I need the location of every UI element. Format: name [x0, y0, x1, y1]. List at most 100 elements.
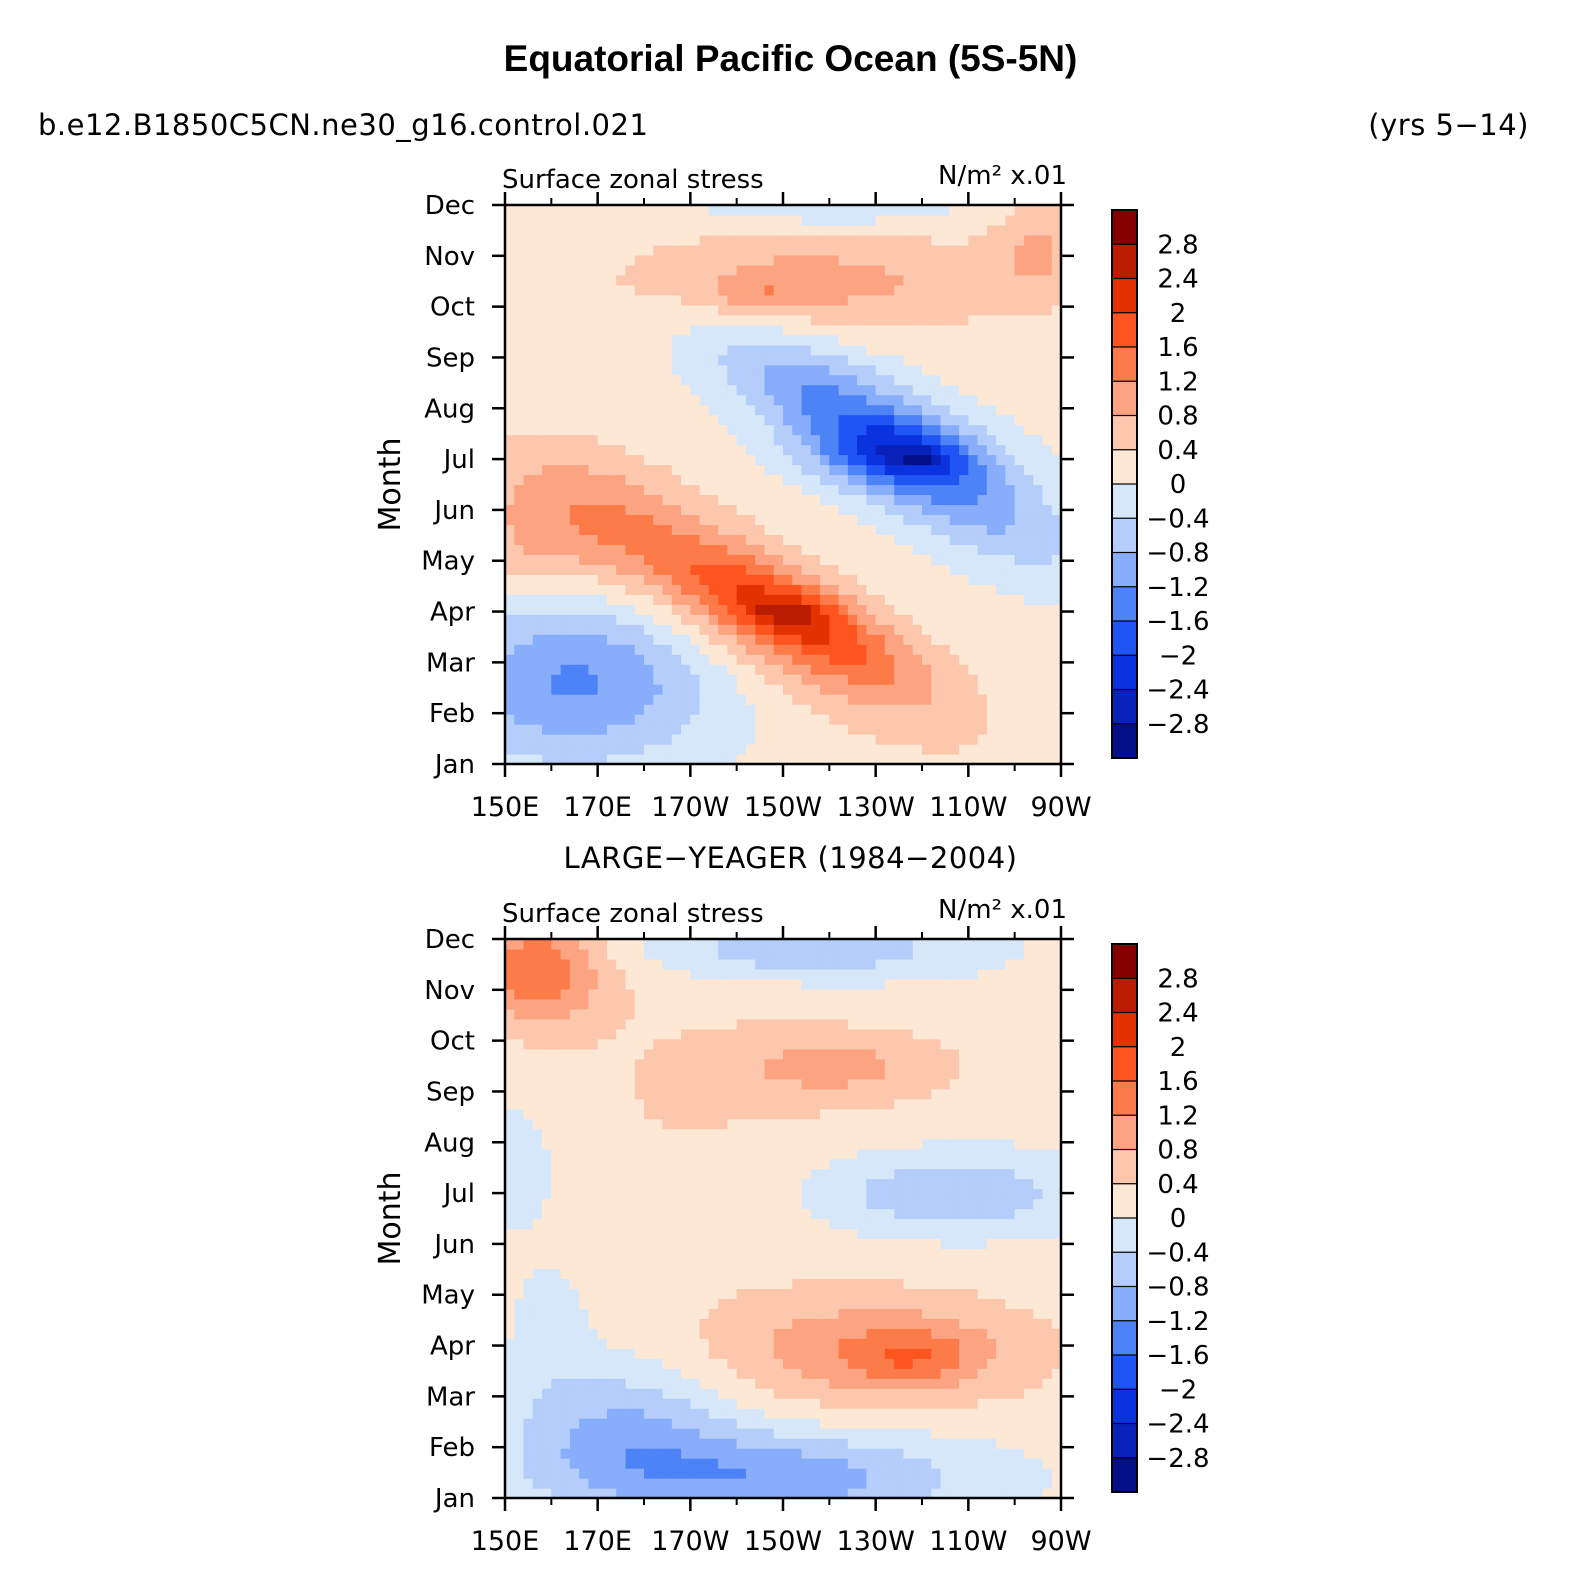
contour-cell [625, 1358, 636, 1369]
contour-cell [616, 324, 627, 336]
contour-cell [847, 594, 858, 605]
contour-cell [745, 434, 756, 446]
contour-cell [857, 734, 867, 745]
contour-cell [616, 205, 627, 216]
contour-cell [745, 1278, 756, 1289]
contour-cell [820, 414, 830, 426]
contour-cell [764, 354, 775, 366]
contour-cell [875, 274, 886, 286]
contour-cell [810, 314, 821, 326]
contour-cell [690, 1328, 701, 1339]
contour-cell [560, 1048, 571, 1060]
contour-cell [532, 214, 543, 226]
contour-cell [801, 354, 812, 366]
contour-cell [708, 454, 719, 466]
contour-cell [903, 294, 914, 306]
contour-cell [820, 364, 830, 376]
contour-cell [644, 1048, 654, 1060]
contour-cell [875, 304, 886, 316]
contour-cell [634, 1368, 645, 1379]
contour-cell [718, 1238, 728, 1250]
contour-cell [829, 554, 840, 565]
contour-cell [894, 474, 905, 486]
contour-cell [820, 624, 830, 635]
contour-cell [736, 1408, 747, 1419]
contour-cell [847, 634, 858, 645]
contour-cell [718, 1218, 728, 1230]
contour-cell [745, 1388, 756, 1399]
contour-cell [820, 434, 830, 446]
contour-cell [625, 1018, 636, 1030]
contour-cell [718, 1248, 728, 1260]
contour-cell [634, 234, 645, 246]
contour-cell [745, 304, 756, 316]
contour-cell [690, 1078, 701, 1090]
contour-cell [736, 464, 747, 476]
contour-cell [606, 594, 617, 605]
contour-cell [727, 948, 738, 960]
contour-cell [912, 674, 923, 685]
contour-cell [569, 1358, 580, 1369]
contour-cell [690, 968, 701, 980]
contour-cell [699, 754, 710, 765]
contour-cell [634, 714, 645, 725]
contour-cell [894, 254, 905, 266]
contour-cell [718, 744, 728, 755]
contour-cell [653, 1098, 664, 1110]
contour-cell [644, 1448, 654, 1459]
contour-cell [903, 554, 914, 565]
contour-cell [884, 724, 895, 735]
contour-cell [801, 364, 812, 376]
contour-cell [532, 1218, 543, 1230]
contour-cell [727, 1198, 738, 1210]
contour-cell [662, 344, 673, 356]
contour-cell [542, 334, 552, 346]
contour-cell [569, 564, 580, 575]
contour-cell [810, 614, 821, 625]
contour-cell [708, 1168, 719, 1180]
contour-cell [542, 504, 552, 516]
contour-cell [671, 664, 682, 675]
contour-cell [644, 214, 654, 226]
contour-cell [755, 304, 766, 316]
contour-cell [532, 734, 543, 745]
contour-cell [514, 524, 525, 536]
contour-cell [773, 294, 784, 306]
contour-cell [764, 244, 775, 256]
contour-cell [764, 214, 775, 226]
contour-cell [829, 754, 840, 765]
contour-cell [579, 724, 589, 735]
contour-cell [542, 1038, 552, 1050]
contour-cell [551, 1148, 562, 1160]
contour-cell [718, 394, 728, 406]
contour-cell [690, 584, 701, 595]
contour-cell [792, 364, 803, 376]
contour-cell [755, 404, 766, 416]
contour-cell [699, 1278, 710, 1289]
contour-cell [616, 939, 627, 950]
contour-cell [820, 614, 830, 625]
contour-cell [588, 1078, 599, 1090]
contour-cell [523, 654, 534, 665]
contour-cell [922, 694, 932, 705]
contour-cell [606, 1278, 617, 1289]
contour-cell [810, 584, 821, 595]
contour-cell [783, 644, 793, 655]
contour-cell [542, 1098, 552, 1110]
contour-cell [699, 534, 710, 545]
contour-cell [745, 514, 756, 526]
contour-cell [690, 1288, 701, 1299]
contour-cell [912, 624, 923, 635]
contour-cell [644, 1088, 654, 1100]
contour-cell [903, 214, 914, 226]
contour-cell [653, 614, 664, 625]
contour-cell [523, 314, 534, 326]
contour-cell [514, 224, 525, 236]
contour-cell [662, 1048, 673, 1060]
contour-cell [820, 634, 830, 645]
contour-cell [745, 978, 756, 990]
contour-cell [718, 594, 728, 605]
contour-cell [783, 704, 793, 715]
contour-cell [644, 1168, 654, 1180]
contour-cell [532, 664, 543, 675]
